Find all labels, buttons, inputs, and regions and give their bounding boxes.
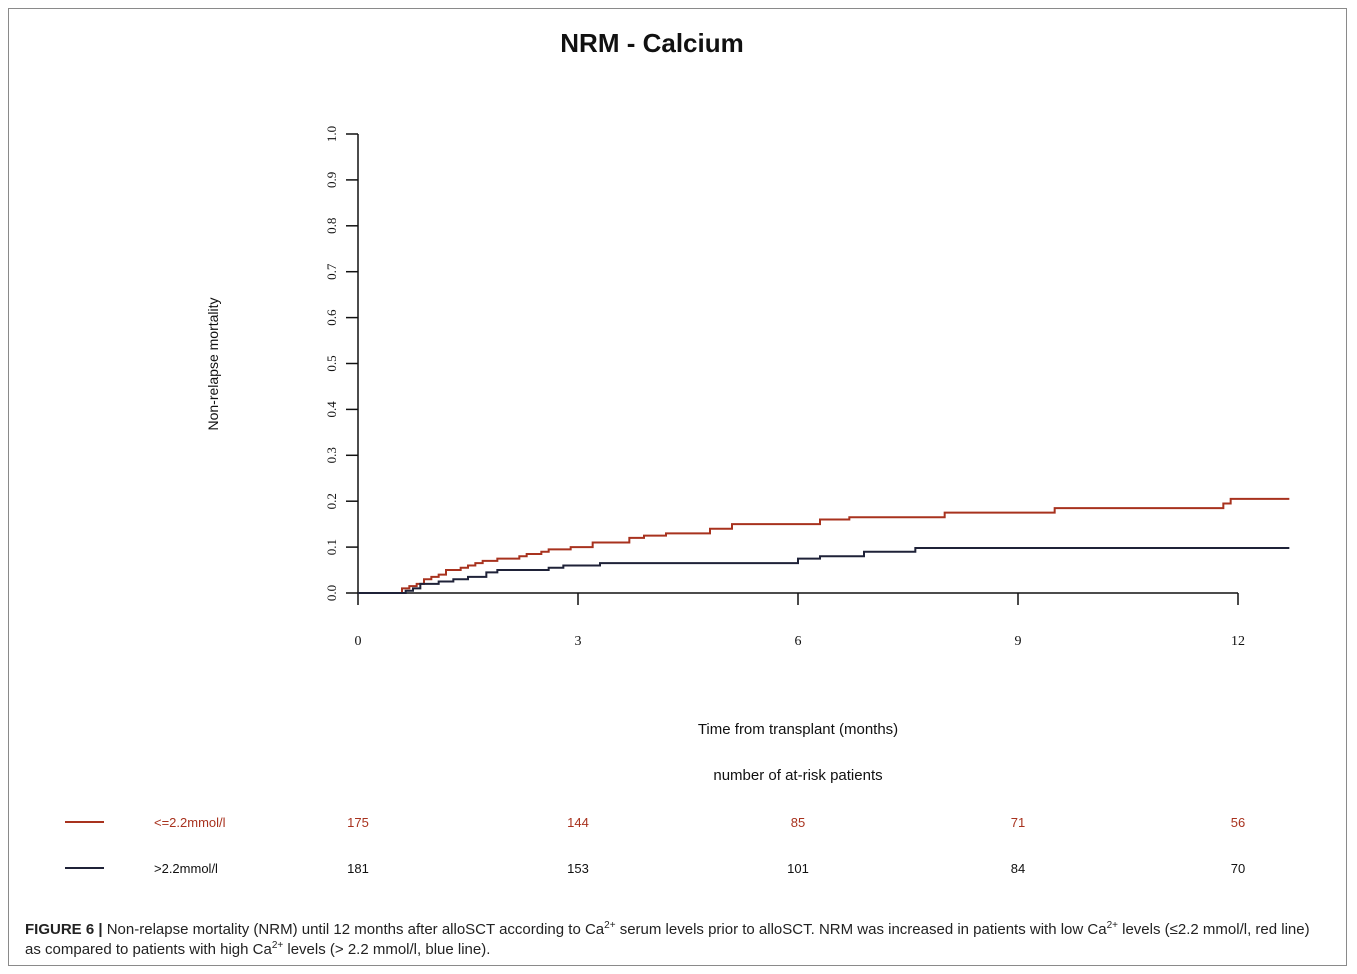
risk-row-label: >2.2mmol/l	[154, 861, 218, 876]
risk-count: 175	[347, 815, 369, 830]
risk-row-label: <=2.2mmol/l	[154, 815, 226, 830]
y-tick-label: 1.0	[324, 126, 339, 142]
caption-sup-2: 2+	[1106, 920, 1118, 931]
y-tick-label: 0.6	[324, 309, 339, 326]
caption-text-1: Non-relapse mortality (NRM) until 12 mon…	[102, 921, 605, 938]
risk-count: 56	[1231, 815, 1245, 830]
risk-count: 101	[787, 861, 809, 876]
series-line-1	[358, 497, 1290, 594]
axes: 0.0 0.1 0.2 0.3 0.4 0.5 0.6 0.7 0.8 0.9 1.0 0 3 6 9 12	[324, 126, 1245, 649]
caption-text-3: levels (≤2.2 mmol/l, red line) as compar…	[25, 921, 1310, 958]
caption-sup-3: 2+	[271, 940, 284, 951]
caption-text-2: serum levels prior to alloSCT. NRM was i…	[615, 921, 1107, 938]
x-tick-label: 3	[575, 634, 582, 649]
y-tick-label: 0.7	[324, 263, 339, 280]
caption-text-4: levels (> 2.2 mmol/l, blue line).	[283, 941, 491, 958]
y-tick-label: 0.5	[324, 355, 339, 371]
caption-sup-1: 2+	[604, 920, 616, 931]
figure-caption: FIGURE 6 | Non-relapse mortality (NRM) u…	[25, 920, 1325, 960]
y-tick-label: 0.1	[324, 539, 339, 555]
x-axis-label: Time from transplant (months)	[698, 721, 898, 738]
x-tick-label: 0	[355, 634, 362, 649]
km-chart: NRM - Calcium Non-relapse mortality Time…	[65, 28, 1290, 876]
x-tick-label: 6	[795, 634, 802, 649]
risk-table-title: number of at-risk patients	[713, 767, 882, 784]
x-tick-label: 9	[1015, 634, 1022, 649]
y-tick-label: 0.4	[324, 401, 339, 418]
risk-count: 70	[1231, 861, 1245, 876]
risk-count: 153	[567, 861, 589, 876]
risk-count: 181	[347, 861, 369, 876]
risk-count: 84	[1011, 861, 1025, 876]
risk-count: 71	[1011, 815, 1025, 830]
y-tick-label: 0.3	[324, 447, 339, 463]
figure-frame	[8, 8, 1347, 966]
caption-label: FIGURE 6 |	[25, 921, 103, 938]
y-tick-label: 0.0	[324, 585, 339, 601]
y-axis-label: Non-relapse mortality	[205, 297, 221, 430]
risk-count: 144	[567, 815, 589, 830]
series-line-2	[358, 547, 1290, 594]
risk-table: <=2.2mmol/l 175 144 85 71 56 >2.2mmol/l 181 153 1…	[65, 815, 1245, 876]
y-tick-label: 0.2	[324, 493, 339, 509]
risk-count: 85	[791, 815, 805, 830]
y-tick-label: 0.8	[324, 218, 339, 234]
series-layer	[358, 497, 1290, 594]
x-tick-label: 12	[1231, 634, 1245, 649]
chart-title: NRM - Calcium	[560, 28, 743, 58]
y-tick-label: 0.9	[324, 172, 339, 188]
